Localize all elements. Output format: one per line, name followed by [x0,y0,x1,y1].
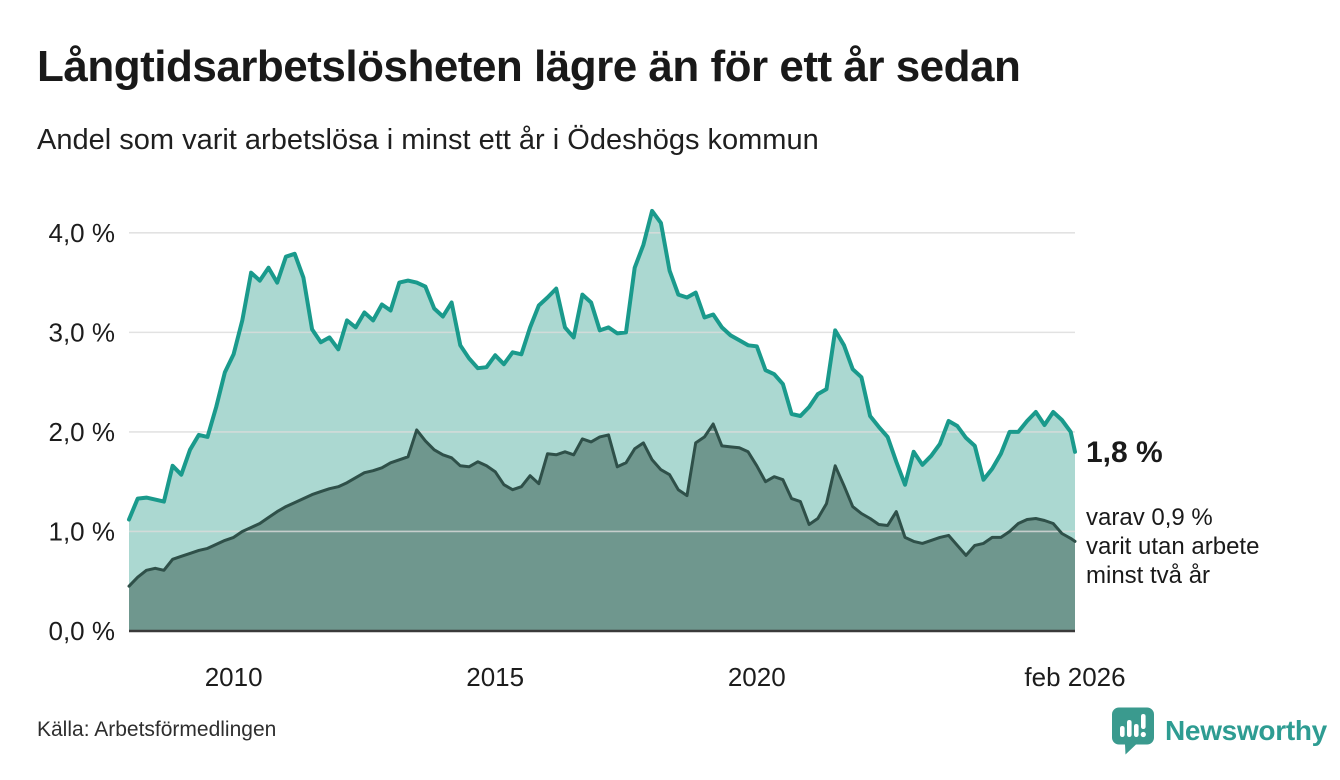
latest-value-annotation: 1,8 % [1086,436,1163,469]
svg-text:4,0 %: 4,0 % [49,218,116,248]
newsworthy-logo-icon [1112,707,1154,755]
page-title: Långtidsarbetslösheten lägre än för ett … [37,42,1021,91]
newsworthy-wordmark: Newsworthy [1165,715,1327,746]
svg-text:2,0 %: 2,0 % [49,417,116,447]
page-subtitle: Andel som varit arbetslösa i minst ett å… [37,124,819,156]
svg-text:3,0 %: 3,0 % [49,317,116,347]
svg-text:feb 2026: feb 2026 [1024,662,1125,692]
secondary-value-annotation: varav 0,9 % varit utan arbete minst två … [1086,503,1259,590]
annotation-line: minst två år [1086,562,1211,589]
svg-text:2015: 2015 [466,662,524,692]
svg-text:1,0 %: 1,0 % [49,516,116,546]
svg-text:0,0 %: 0,0 % [49,616,116,646]
newsworthy-brand: Newsworthy [1110,706,1327,756]
annotation-line: varav 0,9 % [1086,504,1213,531]
annotation-line: varit utan arbete [1086,533,1260,560]
svg-text:2010: 2010 [205,662,263,692]
source-note: Källa: Arbetsförmedlingen [37,718,277,741]
svg-text:2020: 2020 [728,662,786,692]
